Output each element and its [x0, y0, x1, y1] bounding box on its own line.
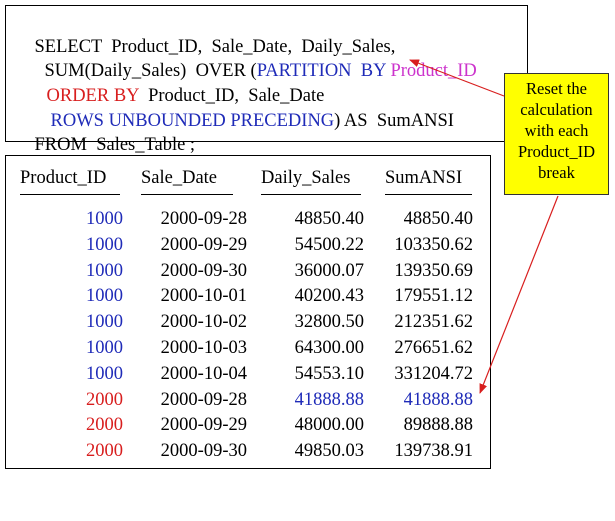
cell-sale-date: 2000-10-04: [160, 363, 247, 384]
cell-sale-date: 2000-10-01: [160, 286, 247, 307]
sql-line-over: SUM(Daily_Sales) OVER (PARTITION BY Prod…: [26, 38, 477, 104]
column-header-sum-ansi: SumANSI: [385, 168, 463, 188]
cell-sale-date: 2000-10-03: [160, 338, 247, 358]
cell-daily-sales: 54500.22: [294, 234, 364, 255]
cell-product-id: 1000: [86, 312, 123, 333]
sql-order-by-keyword: ORDER BY: [46, 86, 139, 106]
sql-line-order-by: ORDER BY Product_ID, Sale_Date: [28, 63, 325, 129]
cell-sale-date: 2000-09-29: [160, 234, 247, 255]
cell-product-id: 2000: [86, 441, 123, 462]
cell-sale-date: 2000-09-28: [160, 209, 247, 229]
cell-product-id: 1000: [86, 234, 123, 255]
callout-line: break: [538, 163, 575, 182]
cell-sum-ansi: 276651.62: [394, 338, 473, 358]
sql-sum-over: SUM(Daily_Sales) OVER (: [44, 61, 257, 81]
cell-daily-sales: 48850.40: [294, 209, 364, 229]
header-underline-daily-sales: [261, 194, 361, 195]
cell-product-id: 1000: [86, 338, 123, 358]
sql-partition-by-keyword: PARTITION BY: [256, 61, 391, 81]
sql-order-by-columns: Product_ID, Sale_Date: [138, 86, 325, 106]
sql-query-box: SELECT Product_ID, Sale_Date, Daily_Sale…: [5, 5, 528, 155]
cell-daily-sales: 40200.43: [294, 286, 364, 307]
cell-sum-ansi: 89888.88: [403, 415, 473, 436]
cell-product-id: 1000: [86, 363, 123, 384]
cell-sale-date: 2000-09-28: [160, 389, 247, 410]
cell-product-id: 2000: [86, 389, 123, 410]
column-header-sale-date: Sale_Date: [141, 168, 218, 188]
callout-line: calculation: [520, 100, 593, 119]
cell-sum-ansi: 48850.40: [403, 209, 473, 229]
cell-sum-ansi: 331204.72: [394, 363, 473, 384]
sql-line-select: SELECT Product_ID, Sale_Date, Daily_Sale…: [16, 14, 396, 80]
callout-line: Reset the: [526, 79, 587, 98]
arrow-to-reset-row: [479, 195, 559, 394]
cell-daily-sales: 49850.03: [294, 441, 364, 462]
callout-line: Product_ID: [518, 142, 595, 161]
cell-sum-ansi: 179551.12: [394, 286, 473, 307]
sql-line-from: FROM Sales_Table ;: [16, 112, 196, 178]
cell-product-id: 2000: [86, 415, 123, 436]
cell-sum-ansi: 41888.88: [403, 389, 473, 410]
sql-line-rows: ROWS UNBOUNDED PRECEDING) AS SumANSI: [32, 88, 454, 154]
cell-sum-ansi: 139738.91: [394, 441, 473, 462]
callout-note: Reset the calculation with each Product_…: [504, 73, 609, 195]
cell-product-id: 1000: [86, 209, 123, 229]
sql-from-clause: FROM Sales_Table ;: [34, 135, 196, 155]
cell-daily-sales: 32800.50: [294, 312, 364, 333]
header-underline-sum-ansi: [385, 194, 472, 195]
cell-daily-sales: 41888.88: [294, 389, 364, 410]
header-underline-sale-date: [141, 194, 233, 195]
cell-product-id: 1000: [86, 260, 123, 281]
cell-sum-ansi: 139350.69: [394, 260, 473, 281]
cell-sale-date: 2000-09-30: [160, 441, 247, 462]
cell-sale-date: 2000-09-30: [160, 260, 247, 281]
cell-sum-ansi: 103350.62: [394, 234, 473, 255]
cell-sale-date: 2000-10-02: [160, 312, 247, 333]
header-underline-product-id: [20, 194, 120, 195]
arrow-to-partition-column: [409, 59, 505, 97]
cell-sale-date: 2000-09-29: [160, 415, 247, 436]
cell-daily-sales: 48000.00: [294, 415, 364, 436]
column-header-product-id: Product_ID: [20, 168, 107, 188]
sql-alias: ) AS SumANSI: [334, 111, 454, 131]
result-table: Product_ID Sale_Date Daily_Sales SumANSI…: [5, 155, 491, 469]
cell-sum-ansi: 212351.62: [394, 312, 473, 333]
cell-daily-sales: 36000.07: [294, 260, 364, 281]
callout-line: with each: [524, 121, 589, 140]
column-header-daily-sales: Daily_Sales: [261, 168, 351, 188]
sql-select-clause: SELECT Product_ID, Sale_Date, Daily_Sale…: [34, 37, 396, 57]
cell-product-id: 1000: [86, 286, 123, 307]
cell-daily-sales: 64300.00: [294, 338, 364, 358]
sql-rows-unbounded-keyword: ROWS UNBOUNDED PRECEDING: [50, 111, 335, 131]
cell-daily-sales: 54553.10: [294, 363, 364, 384]
